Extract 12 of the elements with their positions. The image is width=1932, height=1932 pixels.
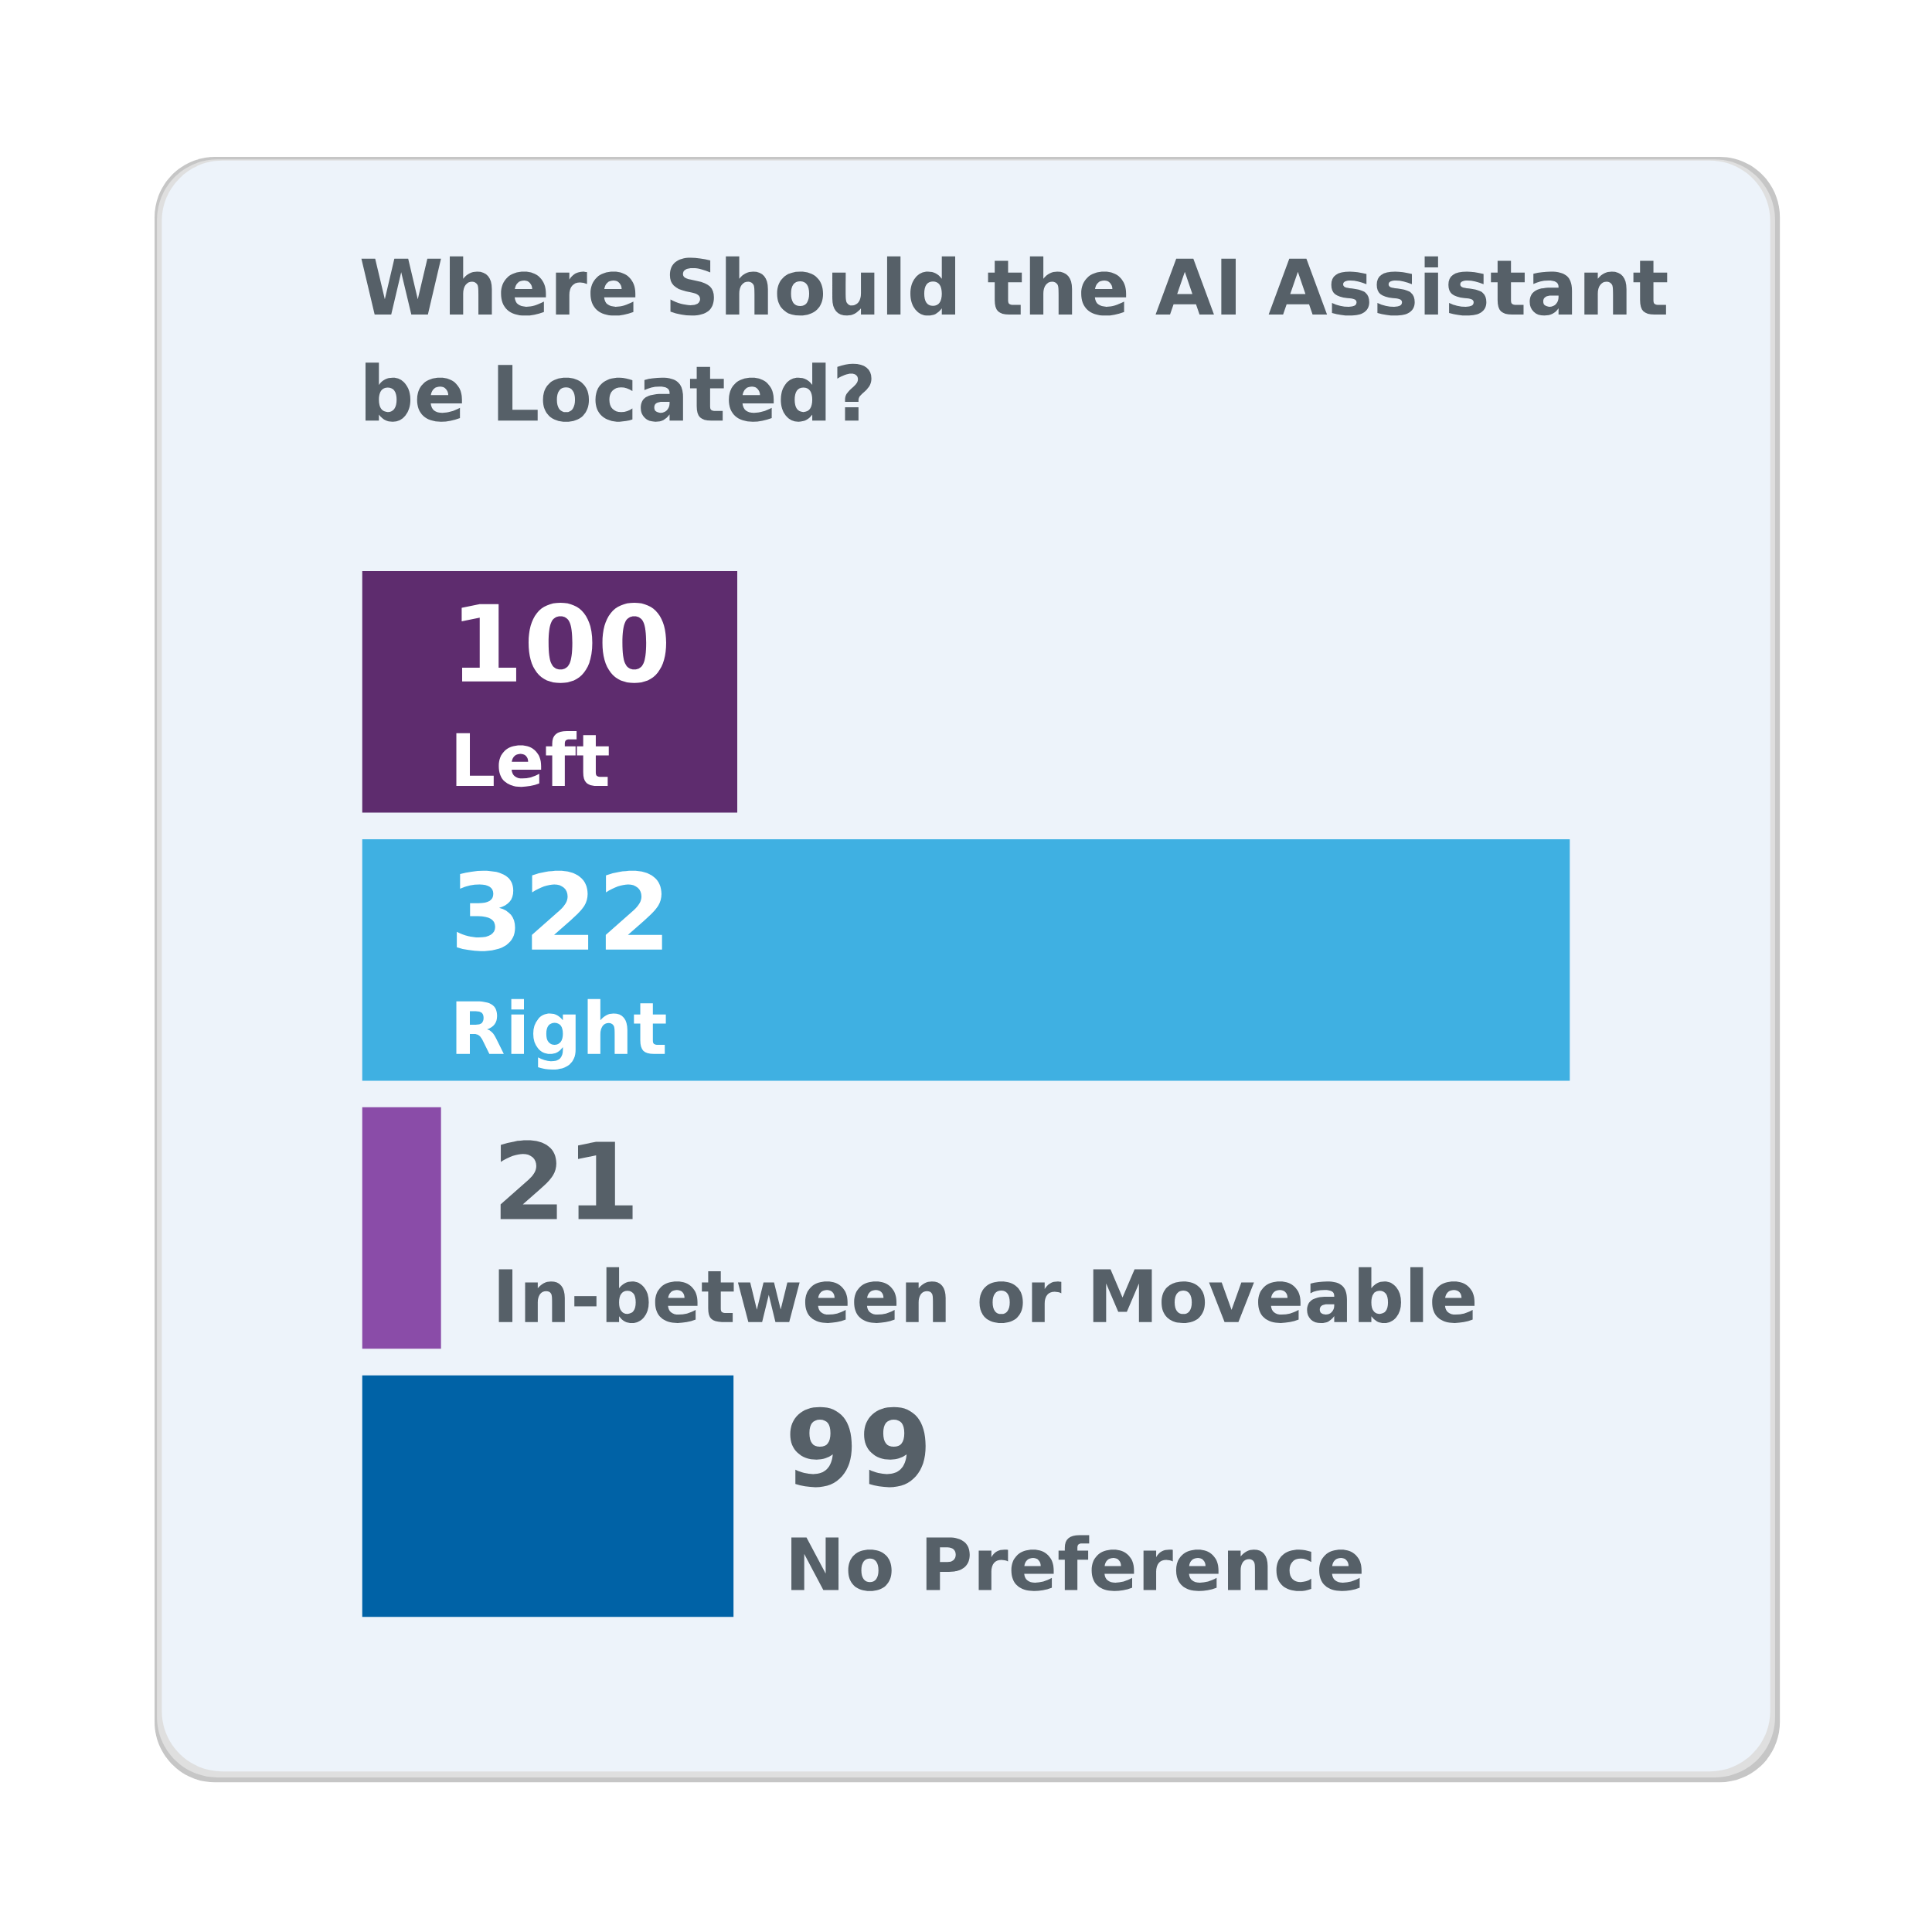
- y-tick-label: No Preference: [791, 1535, 1362, 1591]
- data-label: 99: [790, 1406, 926, 1488]
- bar: [362, 1107, 441, 1349]
- data-label: 322: [457, 870, 662, 951]
- y-tick-label: Left: [456, 730, 609, 787]
- y-tick-label: In-between or Moveable: [498, 1267, 1475, 1323]
- data-label: 100: [461, 602, 666, 683]
- data-label: 21: [500, 1140, 633, 1219]
- y-tick-label: Right: [456, 998, 666, 1070]
- bar: [362, 1375, 734, 1617]
- chart-title: Where Should the AI Assistant be Located?: [361, 256, 1668, 422]
- bar: [362, 838, 1570, 1081]
